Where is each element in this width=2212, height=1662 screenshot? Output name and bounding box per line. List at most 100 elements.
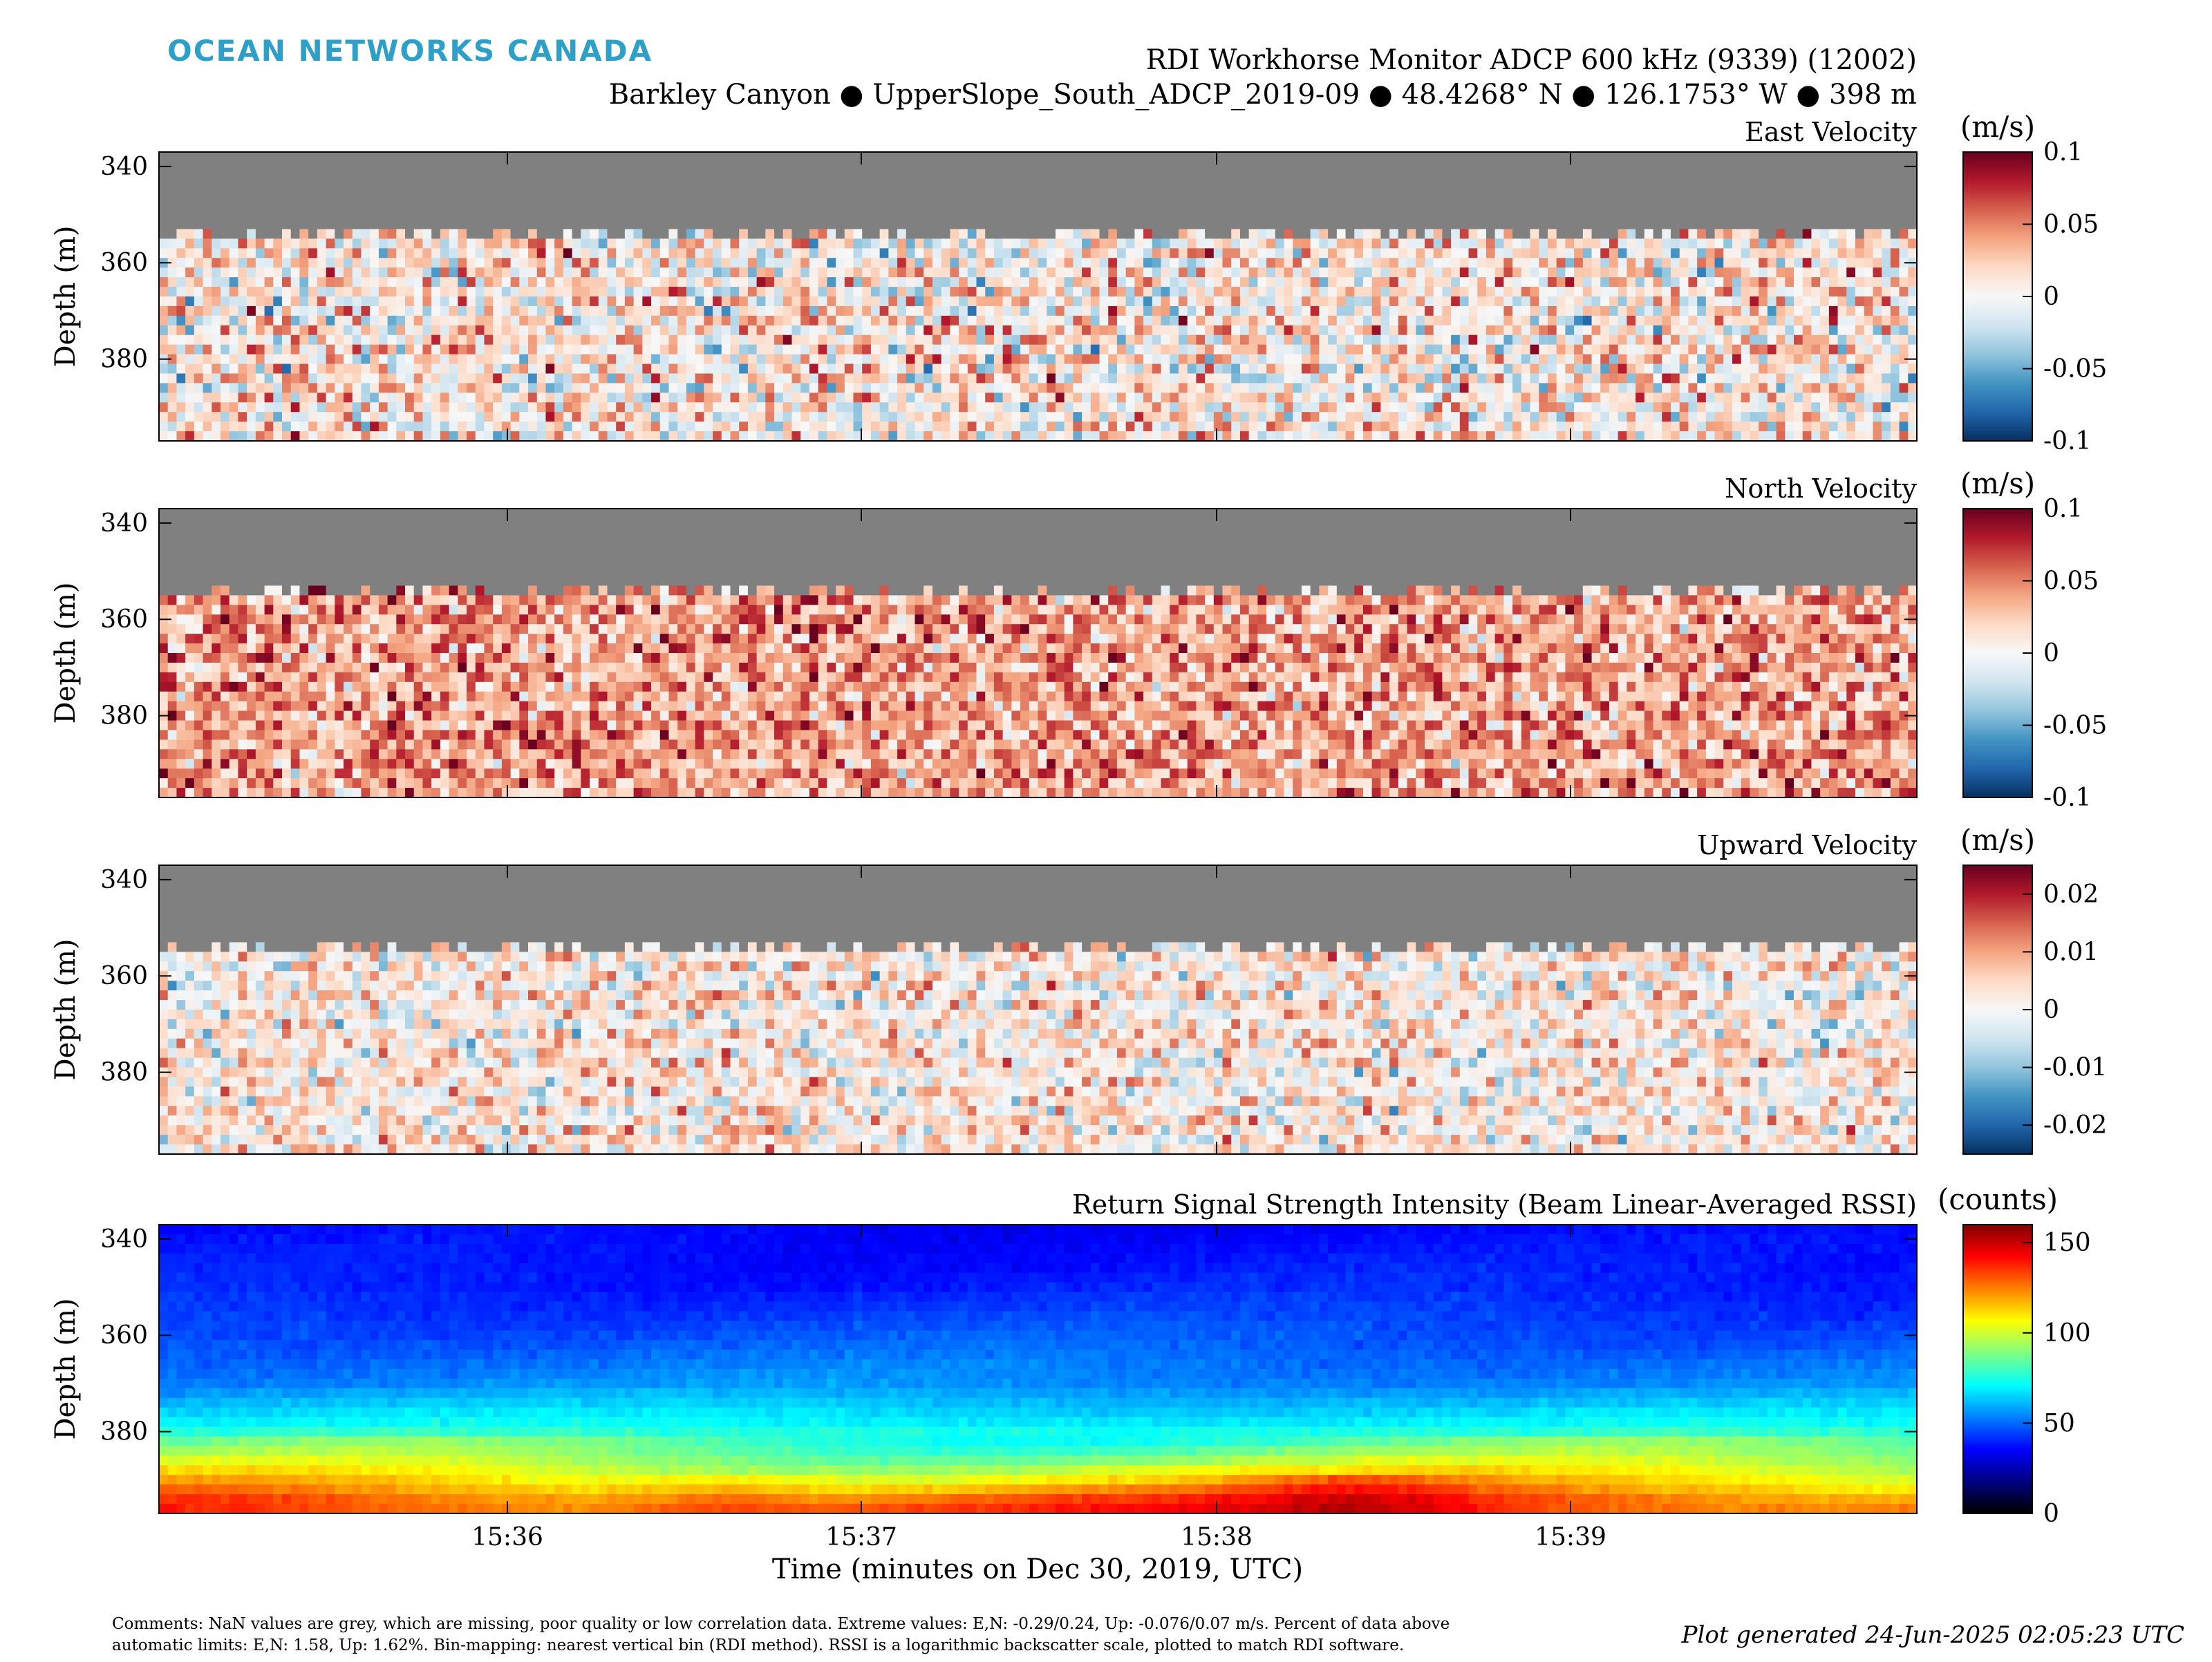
heatmap-cell xyxy=(879,373,889,384)
heatmap-cell xyxy=(633,248,643,258)
heatmap-cell xyxy=(361,238,371,249)
heatmap-cell xyxy=(1468,267,1478,278)
heatmap-cell xyxy=(1565,161,1575,172)
heatmap-cell xyxy=(326,219,335,230)
heatmap-cell xyxy=(176,334,186,346)
heatmap-cell xyxy=(1451,287,1461,297)
heatmap-cell xyxy=(1873,373,1882,384)
heatmap-cell xyxy=(853,305,863,317)
heatmap-cell xyxy=(493,267,503,278)
heatmap-cell xyxy=(185,200,195,211)
heatmap-cell xyxy=(1424,287,1434,297)
heatmap-cell xyxy=(282,363,292,375)
heatmap-cell xyxy=(765,200,775,211)
heatmap-cell xyxy=(1301,344,1311,355)
heatmap-cell xyxy=(774,238,784,249)
heatmap-cell xyxy=(1828,229,1839,239)
heatmap-cell xyxy=(747,334,758,346)
heatmap-cell xyxy=(1494,219,1504,230)
heatmap-cell xyxy=(255,219,265,230)
heatmap-cell xyxy=(1257,152,1267,162)
heatmap-cell xyxy=(1714,267,1724,278)
heatmap-cell xyxy=(1512,305,1522,317)
heatmap-cell xyxy=(721,171,731,182)
heatmap-cell xyxy=(1047,354,1056,365)
heatmap-cell xyxy=(1108,325,1118,336)
heatmap-cell xyxy=(791,363,801,375)
heatmap-cell xyxy=(1670,305,1680,317)
heatmap-cell xyxy=(836,383,845,393)
heatmap-cell xyxy=(1565,354,1575,365)
heatmap-cell xyxy=(1477,229,1487,239)
heatmap-cell xyxy=(185,354,195,365)
heatmap-cell xyxy=(1459,161,1470,172)
heatmap-cell xyxy=(1442,287,1452,297)
heatmap-cell xyxy=(844,238,854,249)
heatmap-cell xyxy=(1002,334,1012,346)
heatmap-cell xyxy=(932,315,942,326)
heatmap-cell xyxy=(528,344,538,355)
heatmap-cell xyxy=(659,209,670,220)
heatmap-cell xyxy=(1477,161,1487,172)
heatmap-cell xyxy=(633,190,643,201)
heatmap-cell xyxy=(713,383,722,393)
heatmap-cell xyxy=(1319,190,1329,201)
heatmap-cell xyxy=(1152,344,1162,355)
heatmap-cell xyxy=(1029,209,1039,220)
heatmap-cell xyxy=(730,344,740,355)
heatmap-cell xyxy=(1170,287,1179,297)
heatmap-cell xyxy=(1029,277,1039,287)
heatmap-cell xyxy=(818,315,827,326)
heatmap-cell xyxy=(255,363,265,375)
heatmap-cell xyxy=(1029,238,1039,249)
heatmap-cell xyxy=(1020,325,1030,336)
heatmap-cell xyxy=(370,219,379,230)
heatmap-cell xyxy=(1582,258,1593,268)
heatmap-cell xyxy=(818,219,827,230)
heatmap-cell xyxy=(879,238,889,249)
heatmap-cell xyxy=(282,383,292,393)
heatmap-cell xyxy=(1468,354,1478,365)
heatmap-cell xyxy=(651,354,661,365)
heatmap-cell xyxy=(1864,305,1874,317)
heatmap-cell xyxy=(651,229,661,239)
heatmap-cell xyxy=(915,296,924,307)
heatmap-cell xyxy=(1828,209,1839,220)
heatmap-cell xyxy=(1319,180,1329,191)
heatmap-cell xyxy=(264,161,274,172)
heatmap-cell xyxy=(1389,383,1399,393)
heatmap-cell xyxy=(449,248,458,258)
heatmap-cell xyxy=(308,171,318,182)
heatmap-cell xyxy=(1196,258,1206,268)
heatmap-cell xyxy=(1855,180,1865,191)
heatmap-cell xyxy=(1328,190,1338,201)
heatmap-cell xyxy=(747,267,758,278)
heatmap-cell xyxy=(282,229,292,239)
heatmap-cell xyxy=(1811,325,1821,336)
heatmap-cell xyxy=(326,209,335,220)
heatmap-cell xyxy=(1125,287,1135,297)
heatmap-cell xyxy=(1275,267,1285,278)
heatmap-cell xyxy=(879,209,889,220)
heatmap-cell xyxy=(1741,190,1751,201)
heatmap-cell xyxy=(1416,287,1425,297)
heatmap-cell xyxy=(247,287,256,297)
heatmap-cell xyxy=(1161,315,1170,326)
heatmap-cell xyxy=(1301,334,1311,346)
heatmap-cell xyxy=(1670,229,1680,239)
heatmap-cell xyxy=(1477,315,1487,326)
heatmap-cell xyxy=(1873,200,1882,211)
heatmap-cell xyxy=(203,190,212,201)
heatmap-cell xyxy=(686,238,696,249)
heatmap-cell xyxy=(1547,161,1557,172)
heatmap-cell xyxy=(545,305,555,317)
heatmap-cell xyxy=(1609,373,1619,384)
heatmap-cell xyxy=(1468,190,1478,201)
heatmap-cell xyxy=(590,287,599,297)
heatmap-cell xyxy=(677,248,687,258)
heatmap-cell xyxy=(1055,277,1065,287)
heatmap-cell xyxy=(1600,190,1610,201)
heatmap-cell xyxy=(1371,180,1381,191)
heatmap-cell xyxy=(713,180,722,191)
heatmap-cell xyxy=(449,277,458,287)
